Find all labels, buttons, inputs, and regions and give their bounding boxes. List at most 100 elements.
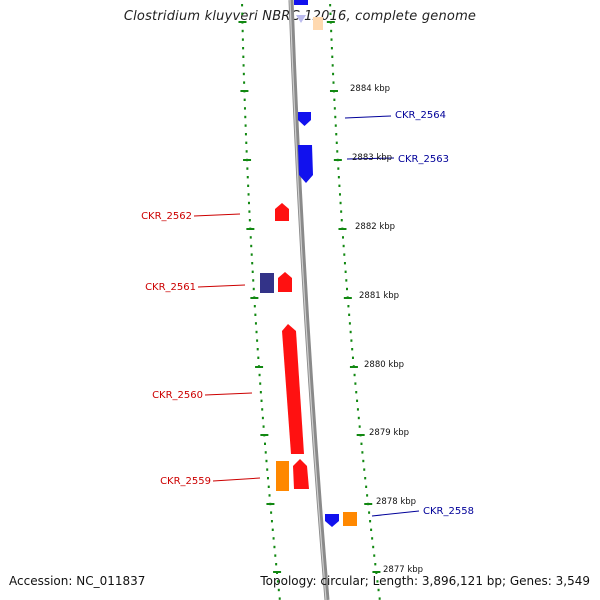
ruler-dot: [349, 330, 352, 334]
ruler-dot: [249, 236, 252, 239]
ruler-tick: [240, 90, 249, 92]
ruler-dot: [344, 270, 347, 273]
ruler-label-2884: 2884 kbp: [350, 84, 390, 94]
ruler-dot: [338, 184, 341, 187]
ruler-dot: [345, 287, 348, 291]
gene-ckr-2561-left-block[interactable]: [260, 273, 274, 293]
ruler-dot: [241, 4, 244, 7]
ruler-dot: [331, 55, 334, 58]
gene-label-ckr-2560[interactable]: CKR_2560: [152, 390, 203, 401]
ruler-dot: [369, 520, 372, 523]
ruler-dot: [376, 580, 379, 583]
ruler-dot: [333, 98, 336, 101]
ruler-dot: [329, 12, 332, 15]
leader-ckr-2562: [193, 213, 241, 217]
ruler-dot: [261, 416, 264, 420]
gene-label-ckr-2562[interactable]: CKR_2562: [141, 211, 192, 222]
gene-ckr-2564-arrow[interactable]: [298, 112, 311, 126]
ruler-dot: [334, 124, 337, 127]
leader-ckr-2561: [197, 284, 246, 288]
ruler-dot: [256, 339, 259, 342]
ruler-dot: [242, 72, 245, 76]
gene-ckr-2558-rna-block[interactable]: [343, 512, 357, 526]
ruler-dot: [335, 133, 338, 136]
ruler-dot: [363, 468, 366, 471]
ruler-dot: [248, 210, 251, 213]
ruler-dot: [259, 382, 262, 385]
ruler-dot: [343, 253, 346, 256]
genome-summary-text: Topology: circular; Length: 3,896,121 bp…: [260, 574, 590, 588]
ruler-dot: [332, 72, 335, 76]
ruler-dot: [259, 391, 262, 394]
ruler-dot: [330, 47, 333, 50]
ruler-dot: [264, 451, 267, 454]
genes-layer: [260, 0, 357, 527]
ruler-label-2881: 2881 kbp: [359, 291, 399, 301]
ruler-dot: [274, 554, 277, 557]
ruler-dot: [373, 554, 376, 557]
ruler-label-2882: 2882 kbp: [355, 222, 395, 232]
ruler-dot: [266, 468, 269, 471]
ruler-tick: [266, 503, 275, 505]
ruler-dot: [271, 528, 274, 531]
ruler-dot: [242, 47, 245, 50]
ruler-dot: [370, 528, 373, 531]
ruler-dot: [368, 511, 371, 514]
leader-ckr-2564: [344, 115, 392, 119]
ruler-dot: [329, 4, 332, 7]
ruler-dot: [242, 55, 245, 58]
ruler-dot: [360, 442, 363, 445]
ruler-dot: [250, 253, 253, 256]
ruler-dot: [277, 588, 280, 592]
gene-ckr-2563-arrow[interactable]: [298, 145, 313, 183]
ruler-dot: [333, 107, 336, 110]
ruler-dot: [340, 219, 343, 222]
gene-ckr-2562-arrow[interactable]: [275, 203, 289, 221]
ruler-dot: [247, 201, 250, 205]
ruler-tick: [260, 434, 269, 436]
ruler-dot: [335, 141, 338, 144]
ruler-dot: [351, 356, 354, 359]
ruler-tick: [338, 228, 347, 230]
ruler-dot: [256, 348, 259, 351]
ruler-tick: [329, 90, 338, 92]
partial-gene-top-arrow: [296, 15, 306, 23]
gene-ckr-2559-arrow[interactable]: [293, 459, 309, 489]
ruler-dot: [330, 29, 333, 33]
gene-label-ckr-2564[interactable]: CKR_2564: [395, 110, 446, 121]
ruler-dot: [246, 176, 249, 179]
gene-ckr-2560-arrow[interactable]: [282, 324, 304, 454]
ruler-tick: [238, 21, 247, 23]
ruler-dot: [266, 477, 269, 480]
ruler-ticks: [238, 21, 381, 573]
gene-label-ckr-2563[interactable]: CKR_2563: [398, 154, 449, 165]
gene-ckr-2559-rna-block[interactable]: [276, 461, 289, 491]
ruler-dot: [276, 580, 279, 583]
ruler-dot: [243, 98, 246, 101]
ruler-label-2880: 2880 kbp: [364, 360, 404, 370]
ruler-dot: [377, 588, 380, 592]
ruler-dot: [278, 597, 281, 600]
label-leaders: [193, 115, 420, 517]
ruler-dot: [261, 408, 264, 411]
ruler-dot: [252, 279, 255, 282]
ruler-dot: [337, 176, 340, 179]
ruler-dot: [251, 270, 254, 273]
ruler-dot: [247, 184, 250, 187]
ruler-dot: [243, 107, 246, 110]
ruler-dot: [362, 459, 365, 463]
partial-gene-top: [294, 0, 308, 5]
ruler-dot: [244, 115, 247, 119]
ruler-dot: [372, 545, 375, 549]
ruler-dot: [254, 322, 257, 325]
ruler-dot: [348, 313, 351, 316]
gene-label-ckr-2559[interactable]: CKR_2559: [160, 476, 211, 487]
gene-label-ckr-2558[interactable]: CKR_2558: [423, 506, 474, 517]
ruler-dot: [242, 64, 245, 67]
gene-ckr-2561-arrow[interactable]: [278, 272, 292, 292]
gene-label-ckr-2561[interactable]: CKR_2561: [145, 282, 196, 293]
ruler-dot: [257, 356, 260, 359]
ruler-dot: [361, 451, 364, 454]
ruler-dot: [343, 262, 346, 265]
gene-ckr-2558-arrow[interactable]: [325, 514, 339, 527]
